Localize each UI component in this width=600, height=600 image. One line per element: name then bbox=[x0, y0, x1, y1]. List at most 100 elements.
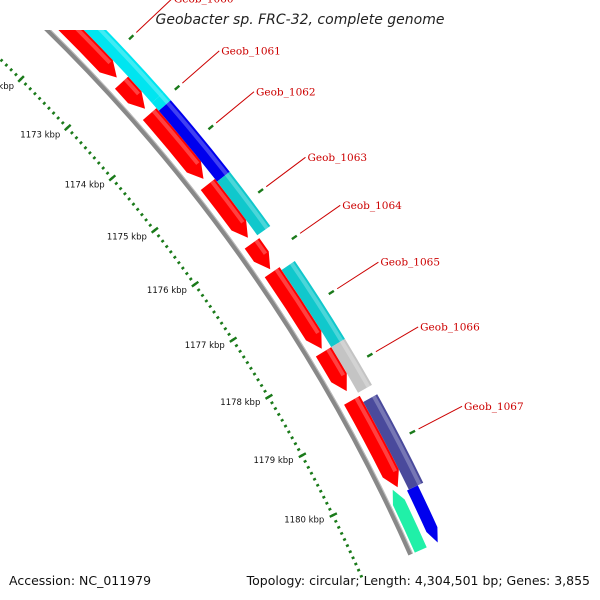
ruler-dot bbox=[336, 525, 341, 530]
ruler-tick bbox=[150, 226, 159, 234]
ruler-dot bbox=[212, 310, 216, 314]
forward-feature-shine bbox=[354, 396, 398, 473]
ruler-dot bbox=[208, 304, 213, 309]
ruler-dot bbox=[327, 507, 332, 511]
gene-label: Geob_1066 bbox=[420, 321, 480, 333]
gene-labels: Geob_1060 Geob_1061 Geob_1062 Geob_1063 Geob… bbox=[135, 0, 524, 430]
ruler-dot bbox=[87, 150, 92, 155]
gene-tick bbox=[174, 84, 181, 91]
forward-feature bbox=[315, 347, 347, 392]
ruler-dot bbox=[28, 86, 33, 91]
ruler-tick-label: 1179 kbp bbox=[253, 456, 293, 466]
ruler-tick-label: 1180 kbp bbox=[284, 515, 324, 525]
ruler-dot bbox=[69, 130, 74, 135]
ruler-dot bbox=[148, 223, 153, 228]
forward-feature-shine bbox=[210, 180, 245, 224]
bottom-feature bbox=[407, 485, 438, 543]
gene-block bbox=[83, 30, 164, 103]
gene-label: Geob_1061 bbox=[221, 45, 281, 57]
gene-block bbox=[363, 394, 424, 490]
ruler-dot bbox=[351, 556, 355, 560]
ruler-dot bbox=[47, 106, 51, 111]
ruler-tick-label: 1177 kbp bbox=[185, 341, 225, 351]
ruler-dot bbox=[60, 121, 65, 125]
gene-track bbox=[83, 30, 438, 553]
ruler-tick-label: 1173 kbp bbox=[20, 130, 60, 140]
topology-text: Topology: circular; Length: 4,304,501 bp… bbox=[246, 573, 590, 588]
forward-feature bbox=[344, 395, 399, 488]
ruler-tick-label: 1178 kbp bbox=[220, 398, 260, 408]
gene-block bbox=[281, 260, 345, 348]
gene-label: Geob_1062 bbox=[256, 86, 316, 98]
ruler-dot bbox=[293, 441, 298, 446]
ruler-dot bbox=[32, 91, 37, 96]
ruler-dot bbox=[359, 574, 364, 578]
ruler-dot bbox=[42, 101, 47, 106]
ruler-tick bbox=[329, 512, 338, 518]
ruler-dot bbox=[286, 430, 291, 434]
ruler-dot bbox=[180, 266, 185, 270]
ruler-dot bbox=[122, 191, 127, 196]
forward-feature bbox=[58, 30, 117, 78]
ruler-dot bbox=[296, 447, 301, 452]
gene-label: Geob_1064 bbox=[342, 200, 402, 212]
ruler-dot bbox=[263, 389, 267, 394]
ruler-dot bbox=[238, 349, 243, 354]
ruler-dot bbox=[79, 140, 83, 145]
ruler-dot bbox=[339, 531, 344, 536]
forward-feature bbox=[244, 238, 271, 270]
ruler-dot bbox=[0, 58, 4, 63]
gene-tick bbox=[291, 234, 298, 241]
ruler-dot bbox=[164, 244, 169, 249]
ruler-dot bbox=[312, 477, 317, 482]
ruler-dot bbox=[139, 212, 144, 217]
ruler-dot bbox=[92, 156, 97, 160]
ruler-dot bbox=[245, 360, 250, 365]
ruler-dot bbox=[283, 424, 288, 428]
ruler-dot bbox=[105, 171, 110, 176]
gene-block-shine bbox=[166, 101, 229, 176]
ruler-tick bbox=[108, 174, 117, 182]
ruler-dot bbox=[324, 501, 329, 505]
ruler-dot bbox=[227, 332, 231, 337]
ruler-dot bbox=[172, 255, 177, 260]
leader-line bbox=[375, 326, 419, 353]
ruler-dot bbox=[188, 277, 193, 281]
gene-block bbox=[331, 338, 372, 393]
ruler-dot bbox=[290, 436, 295, 440]
ruler-dot bbox=[333, 519, 338, 524]
gene-label: Geob_1065 bbox=[380, 257, 440, 269]
ruler-dot bbox=[223, 326, 228, 331]
ruler-dot bbox=[200, 293, 205, 298]
ruler-dot bbox=[114, 181, 119, 186]
ruler-dot bbox=[4, 63, 9, 68]
map-title: Geobacter sp. FRC-32, complete genome bbox=[156, 12, 445, 28]
ruler-dot bbox=[318, 489, 323, 493]
ruler-dot bbox=[309, 471, 314, 476]
ruler-dot bbox=[342, 537, 347, 542]
gene-block-shine bbox=[339, 339, 371, 388]
gene-tick bbox=[366, 352, 374, 358]
gene-label: Geob_1067 bbox=[464, 401, 524, 413]
gene-label: Geob_1060 bbox=[174, 0, 234, 5]
leader-line bbox=[336, 261, 379, 290]
ruler-dot bbox=[315, 483, 320, 487]
gene-block-shine bbox=[371, 395, 422, 486]
gene-block-shine bbox=[224, 173, 269, 230]
ruler-dot bbox=[118, 186, 123, 191]
leader-line bbox=[265, 156, 306, 188]
ruler-dot bbox=[168, 250, 173, 254]
ruler-tick bbox=[17, 75, 25, 83]
ruler-dot bbox=[345, 543, 350, 548]
ruler-dot bbox=[9, 67, 14, 72]
leader-line bbox=[182, 50, 220, 84]
ruler-tick bbox=[229, 336, 238, 343]
forward-feature-shine bbox=[123, 77, 140, 96]
gene-tick bbox=[128, 34, 135, 41]
backbone bbox=[44, 30, 414, 556]
ruler-dot bbox=[280, 418, 285, 423]
gene-block-shine bbox=[289, 262, 344, 342]
ruler-dot bbox=[127, 197, 132, 201]
forward-feature-shine bbox=[151, 109, 200, 165]
